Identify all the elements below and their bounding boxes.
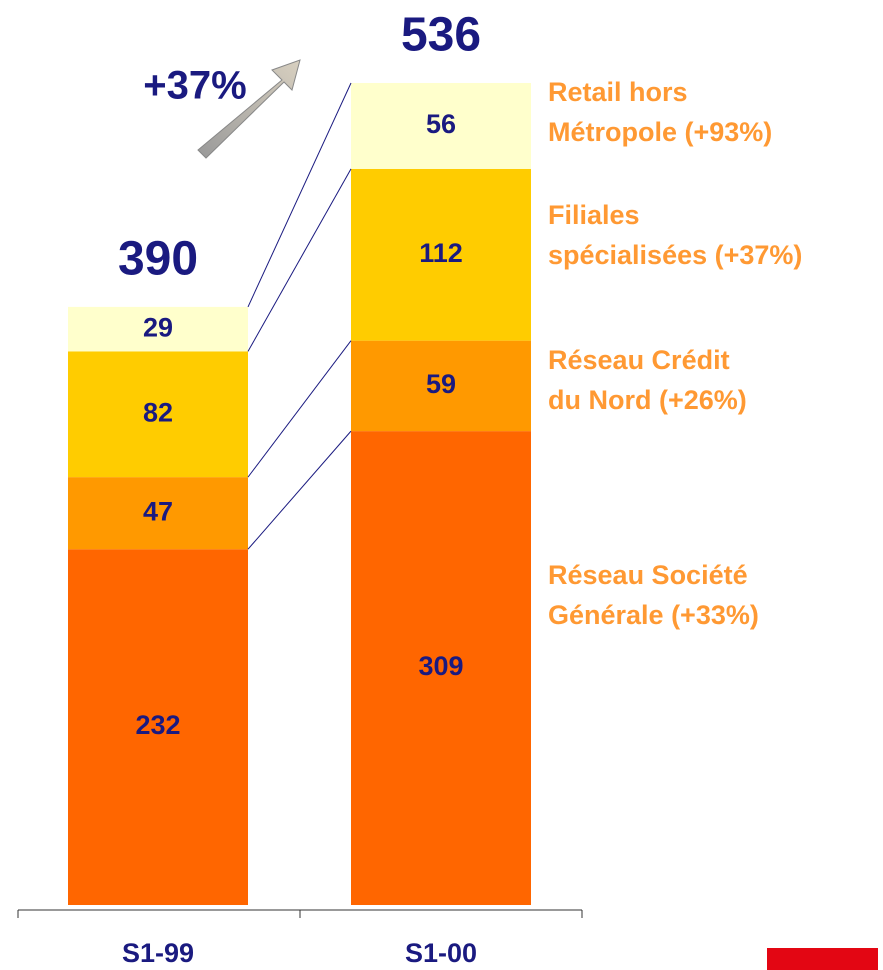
bar-segment	[351, 340, 531, 432]
value-label: 47	[143, 496, 173, 526]
legend-label: Retail hors Métropole (+93%)	[548, 77, 773, 147]
logo-bar	[767, 948, 878, 970]
legend-label: Filiales spécialisées (+37%)	[548, 200, 803, 270]
annotation: +37%	[143, 64, 246, 108]
bar-segment	[351, 431, 531, 905]
value-label: 59	[426, 369, 456, 399]
value-label: 112	[419, 238, 463, 268]
bar-segment	[68, 306, 248, 352]
value-label: 232	[135, 710, 180, 740]
value-label: 309	[418, 651, 463, 681]
bar-segment	[68, 549, 248, 905]
connector	[247, 168, 352, 352]
bar-segment	[351, 83, 531, 169]
value-label: 56	[426, 109, 456, 139]
total-label: 390	[118, 233, 198, 286]
value-label: 82	[143, 397, 173, 427]
connector	[247, 430, 352, 550]
value-label: 29	[143, 312, 173, 342]
bar-segment	[68, 477, 248, 550]
bar-segment	[351, 168, 531, 341]
legend-label: Réseau Crédit du Nord (+26%)	[548, 345, 747, 415]
growth-arrow	[197, 59, 301, 159]
legend-label: Réseau Société Générale (+33%)	[548, 560, 759, 630]
total-label: 536	[401, 9, 481, 62]
bar-segment	[68, 351, 248, 478]
connector	[247, 82, 352, 308]
connector	[247, 340, 352, 478]
x-tick-label: S1-00	[405, 938, 477, 968]
x-tick-label: S1-99	[122, 938, 194, 968]
